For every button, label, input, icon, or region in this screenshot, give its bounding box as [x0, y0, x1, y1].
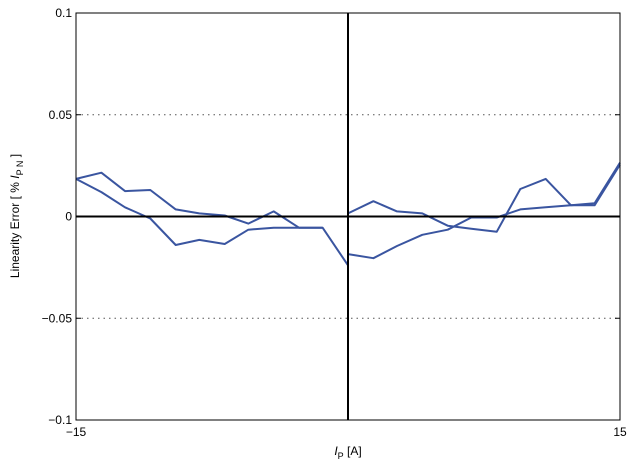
y-axis-label: Linearity Error [ % IP N ] [8, 154, 25, 278]
y-tick-label-4: 0.1 [55, 6, 72, 20]
y-tick-label-2: 0 [65, 210, 72, 224]
x-axis-label: IP [A] [334, 444, 361, 461]
y-tick-label-3: 0.05 [49, 108, 73, 122]
series-line-4 [347, 164, 621, 233]
axis-ticks: −0.1 −0.05 0 0.05 0.1 −15 15 [42, 6, 627, 439]
y-tick-label-1: −0.05 [42, 311, 73, 325]
zero-lines [76, 13, 620, 420]
y-tick-label-0: −0.1 [48, 413, 72, 427]
x-tick-label-1: 15 [613, 425, 627, 439]
x-tick-label-0: −15 [66, 425, 87, 439]
